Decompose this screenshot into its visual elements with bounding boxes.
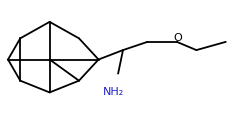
Text: O: O xyxy=(174,33,183,43)
Text: NH₂: NH₂ xyxy=(103,87,124,97)
